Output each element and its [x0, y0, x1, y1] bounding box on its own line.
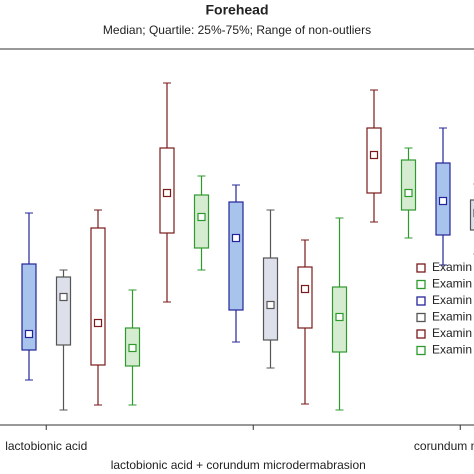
chart-title: Forehead: [205, 2, 268, 18]
plot-frame: [0, 48, 474, 426]
box: [469, 199, 474, 231]
box: [262, 257, 279, 341]
median-marker: [162, 188, 172, 198]
median-marker: [24, 329, 34, 339]
x-tick-label: lactobionic acid: [5, 439, 87, 453]
median-marker: [300, 284, 310, 294]
legend-marker: [416, 279, 426, 290]
x-tick-label: corundum microd: [414, 439, 474, 453]
median-marker: [335, 312, 344, 322]
legend-label: Examin: [432, 310, 472, 324]
legend-label: Examin: [432, 293, 472, 307]
chart-subtitle: Median; Quartile: 25%-75%; Range of non-…: [103, 23, 371, 37]
box: [366, 127, 382, 194]
median-marker: [197, 212, 206, 222]
legend-marker: [416, 296, 426, 306]
median-marker: [266, 300, 275, 310]
legend-label: Examin: [432, 277, 472, 291]
box: [400, 159, 417, 211]
box: [228, 201, 244, 311]
box: [193, 194, 210, 249]
median-marker: [93, 318, 103, 328]
median-marker: [369, 150, 379, 160]
x-tick-label: lactobionic acid + corundum microdermabr…: [111, 458, 366, 472]
legend-label: Examin: [432, 260, 472, 274]
median-marker: [231, 233, 241, 243]
legend-marker: [416, 312, 426, 323]
box: [55, 276, 72, 346]
median-marker: [438, 196, 448, 206]
box: [297, 266, 313, 329]
legend-marker: [416, 345, 426, 356]
legend-label: Examin: [432, 343, 472, 357]
legend-marker: [416, 329, 426, 339]
box: [90, 227, 106, 366]
median-marker: [128, 343, 137, 353]
box: [21, 263, 37, 351]
legend-marker: [416, 263, 426, 273]
median-marker: [404, 188, 413, 198]
median-marker: [59, 292, 68, 302]
legend-label: Examin: [432, 326, 472, 340]
